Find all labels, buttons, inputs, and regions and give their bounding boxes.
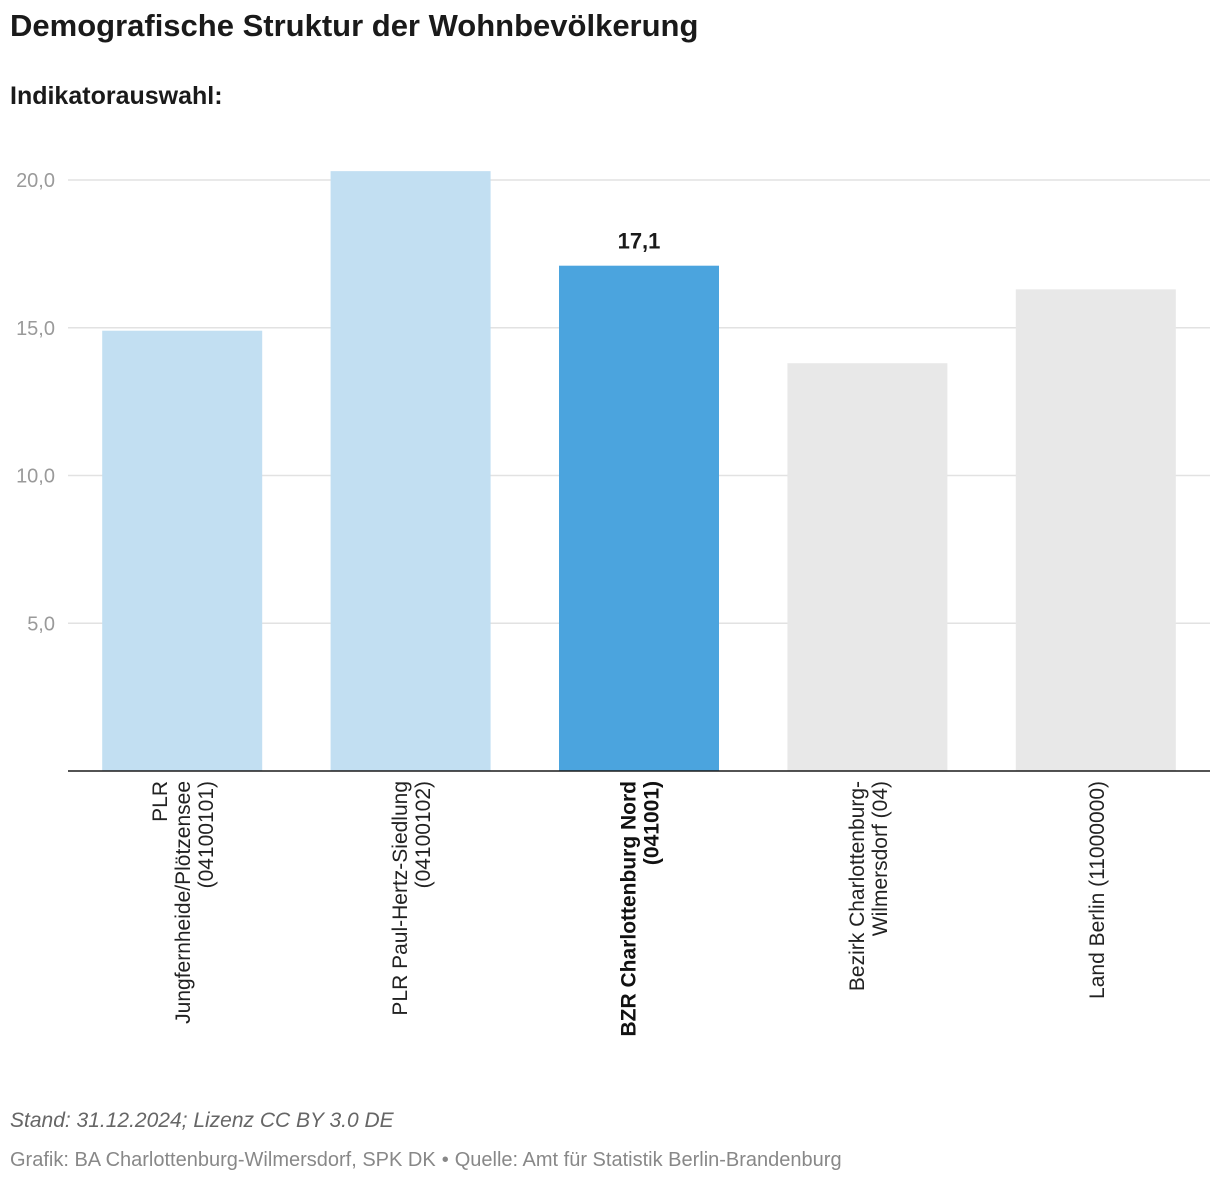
indicator-selection-label: Indikatorauswahl:: [10, 82, 223, 110]
bar: [1015, 289, 1176, 771]
category-label: BZR Charlottenburg Nord(041001): [618, 781, 664, 1036]
y-axis-ticks: 5,0 10,0 15,0 20,0: [16, 170, 55, 635]
footer-stand-license: Stand: 31.12.2024; Lizenz CC BY 3.0 DE: [10, 1109, 394, 1132]
category-label-line: Jungfernheide/Plötzensee: [172, 781, 195, 1024]
category-label: Bezirk Charlottenburg-Wilmersdorf (04): [846, 781, 892, 991]
bar-chart: 5,0 10,0 15,0 20,0 17,1 PLRJungfernheide/Pl…: [16, 170, 1210, 1036]
y-tick-label: 5,0: [27, 613, 55, 635]
category-label: PLR Paul-Hertz-Siedlung(04100102): [389, 781, 435, 1016]
footer-separator: •: [441, 1149, 449, 1171]
category-label-line: PLR: [149, 781, 172, 822]
y-tick-label: 20,0: [16, 170, 55, 192]
category-label-line: Wilmersdorf (04): [869, 781, 892, 936]
bars: [102, 171, 1176, 771]
category-label-line: BZR Charlottenburg Nord: [618, 781, 641, 1036]
bar: [559, 265, 719, 771]
category-label: Land Berlin (11000000): [1086, 781, 1109, 999]
value-label: 17,1: [618, 229, 661, 254]
footer-quelle: Quelle: Amt für Statistik Berlin-Branden…: [454, 1149, 842, 1171]
bar: [787, 363, 948, 771]
category-label-line: (04100101): [195, 781, 218, 888]
data-labels: 17,1: [618, 229, 661, 254]
bar: [102, 330, 263, 771]
bar: [330, 171, 491, 771]
category-label-line: Bezirk Charlottenburg-: [846, 781, 869, 991]
category-label: PLRJungfernheide/Plötzensee(04100101): [149, 781, 218, 1024]
category-label-line: PLR Paul-Hertz-Siedlung: [389, 781, 412, 1016]
category-label-line: (04100102): [412, 781, 435, 888]
y-tick-label: 15,0: [16, 318, 55, 340]
footer-credits: Grafik: BA Charlottenburg-Wilmersdorf, S…: [10, 1149, 842, 1172]
category-label-line: (041001): [641, 781, 664, 865]
chart-title: Demografische Struktur der Wohnbevölkeru…: [10, 8, 699, 43]
category-label-line: Land Berlin (11000000): [1086, 781, 1109, 999]
footer-grafik: Grafik: BA Charlottenburg-Wilmersdorf, S…: [10, 1149, 436, 1171]
category-labels: PLRJungfernheide/Plötzensee(04100101) PLR…: [149, 781, 1109, 1036]
y-tick-label: 10,0: [16, 466, 55, 488]
